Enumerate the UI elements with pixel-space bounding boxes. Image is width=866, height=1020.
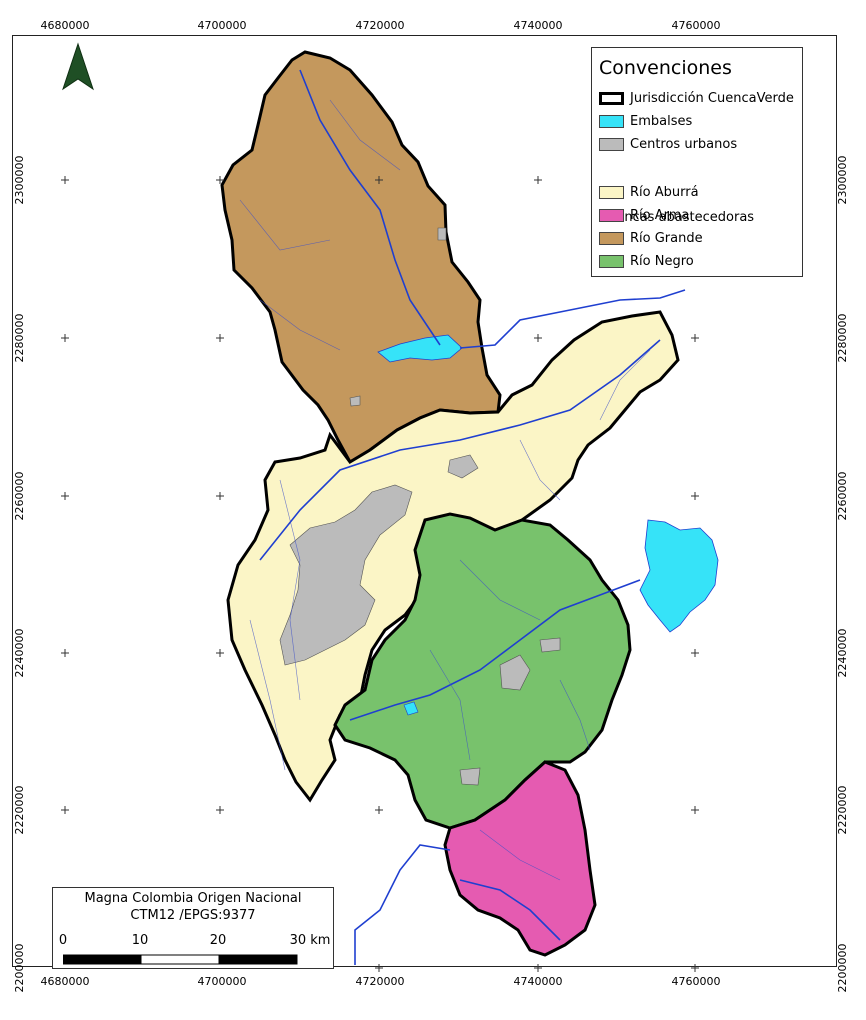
basin-rio-arma <box>443 760 597 957</box>
urban-area-2 <box>447 454 479 479</box>
y-tick-left-4: 2240000 <box>13 628 26 678</box>
north-arrow-icon <box>62 42 94 91</box>
legend-item-jurisdiction: Jurisdicción CuencaVerde <box>599 90 794 107</box>
x-tick-bottom-4: 4740000 <box>513 975 563 988</box>
legend-label-arma: Río Arma <box>630 208 690 223</box>
x-tick-top-1: 4680000 <box>40 19 90 32</box>
legend-label-urban: Centros urbanos <box>630 137 738 152</box>
y-tick-left-2: 2280000 <box>13 313 26 363</box>
legend-swatch-jurisdiction <box>599 92 624 105</box>
urban-area-6 <box>437 227 447 241</box>
y-tick-left-6: 2200000 <box>13 943 26 993</box>
scale-label-0: 0 <box>58 933 68 948</box>
y-tick-right-2: 2280000 <box>836 313 849 363</box>
legend-label-jurisdiction: Jurisdicción CuencaVerde <box>630 91 794 106</box>
grid-crosses <box>61 176 699 972</box>
legend-swatch-aburra <box>599 186 624 199</box>
x-tick-bottom-1: 4680000 <box>40 975 90 988</box>
y-tick-right-6: 2200000 <box>836 943 849 993</box>
y-tick-right-4: 2240000 <box>836 628 849 678</box>
legend-swatch-grande <box>599 232 624 245</box>
basin-rio-grande <box>220 50 502 465</box>
reservoir-small <box>403 701 419 716</box>
legend-title: Convenciones <box>599 57 732 79</box>
legend-label-negro: Río Negro <box>630 254 694 269</box>
y-tick-left-5: 2220000 <box>13 785 26 835</box>
legend-swatch-arma <box>599 209 624 222</box>
river-network <box>259 69 686 965</box>
y-tick-right-3: 2260000 <box>836 471 849 521</box>
river-arma <box>354 844 451 965</box>
x-tick-bottom-5: 4760000 <box>671 975 721 988</box>
y-tick-right-5: 2220000 <box>836 785 849 835</box>
reservoir-penol <box>639 519 719 633</box>
legend-label-aburra: Río Aburrá <box>630 185 699 200</box>
x-tick-top-2: 4700000 <box>197 19 247 32</box>
legend-item-aburra: Río Aburrá <box>599 184 699 201</box>
x-tick-bottom-2: 4700000 <box>197 975 247 988</box>
scale-label-30: 30 km <box>289 933 331 948</box>
legend-item-embalses: Embalses <box>599 113 692 130</box>
legend-label-grande: Río Grande <box>630 231 703 246</box>
legend-swatch-embalses <box>599 115 624 128</box>
x-tick-top-4: 4740000 <box>513 19 563 32</box>
legend-item-arma: Río Arma <box>599 207 689 224</box>
river-medellin <box>259 339 661 561</box>
x-tick-bottom-3: 4720000 <box>355 975 405 988</box>
legend-item-negro: Río Negro <box>599 253 694 270</box>
scale-bar-box: Magna Colombia Origen Nacional CTM12 /EP… <box>52 887 334 969</box>
legend-item-urban: Centros urbanos <box>599 136 737 153</box>
legend-label-embalses: Embalses <box>630 114 693 129</box>
y-tick-left-1: 2300000 <box>13 155 26 205</box>
y-tick-right-1: 2300000 <box>836 155 849 205</box>
scale-bar <box>63 954 298 965</box>
legend-item-grande: Río Grande <box>599 230 703 247</box>
river-nare <box>459 289 686 349</box>
projection-code: CTM12 /EPGS:9377 <box>130 908 256 923</box>
river-rio-grande <box>299 69 441 346</box>
scale-label-20: 20 <box>209 933 227 948</box>
river-arma-2 <box>459 879 561 941</box>
x-tick-top-3: 4720000 <box>355 19 405 32</box>
river-tributaries <box>239 99 651 881</box>
projection-name: Magna Colombia Origen Nacional <box>84 891 302 906</box>
urban-area-5 <box>459 767 481 786</box>
legend: Convenciones Jurisdicción CuencaVerde Em… <box>591 47 803 277</box>
scale-label-10: 10 <box>131 933 149 948</box>
x-tick-top-5: 4760000 <box>671 19 721 32</box>
urban-area-medellin <box>279 484 413 666</box>
urban-area-7 <box>349 395 361 407</box>
legend-swatch-negro <box>599 255 624 268</box>
river-rio-negro <box>349 579 641 721</box>
y-tick-left-3: 2260000 <box>13 471 26 521</box>
legend-subtitle: Cuencas abastecedoras <box>599 210 755 225</box>
reservoir-rio-grande <box>377 334 463 363</box>
urban-area-3 <box>499 654 531 691</box>
legend-swatch-urban <box>599 138 624 151</box>
urban-area-4 <box>539 637 561 653</box>
